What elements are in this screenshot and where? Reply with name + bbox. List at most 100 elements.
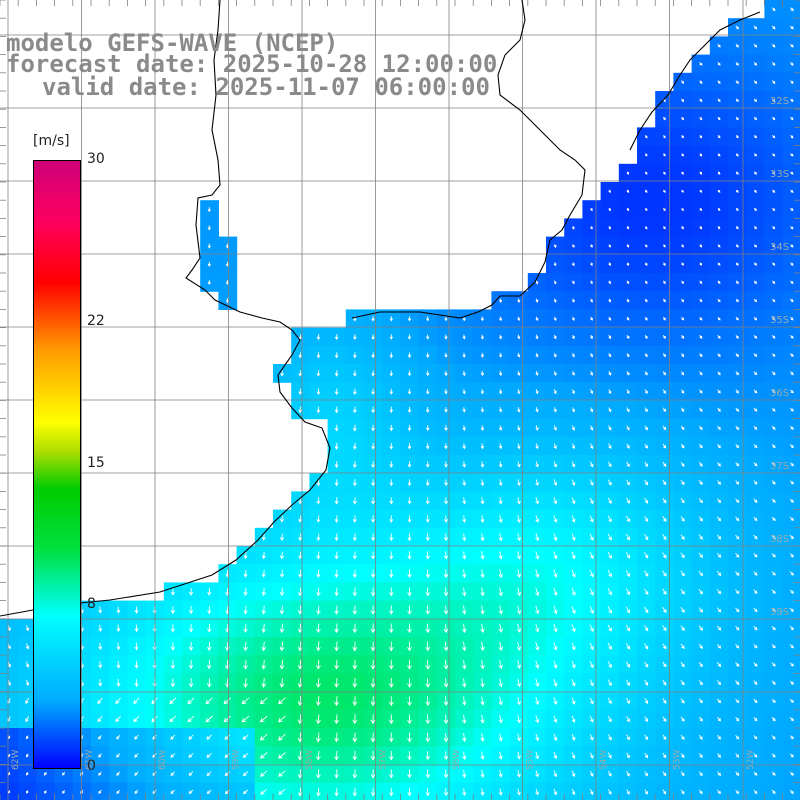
wind-arrow	[425, 497, 430, 505]
wind-arrow	[371, 442, 375, 450]
wind-arrow	[753, 625, 758, 631]
wind-speed-cell	[782, 746, 800, 765]
wind-arrow	[316, 515, 321, 523]
wind-arrow	[699, 226, 703, 230]
wind-arrow	[498, 407, 503, 413]
wind-arrow	[716, 607, 722, 613]
wind-arrow	[553, 660, 558, 669]
wind-arrow	[553, 425, 557, 431]
wind-arrow	[735, 244, 739, 248]
wind-arrow	[443, 696, 449, 706]
wind-arrow	[608, 280, 612, 285]
wind-arrow	[735, 153, 739, 157]
wind-arrow	[699, 298, 703, 303]
wind-arrow	[425, 751, 430, 761]
wind-arrow	[753, 171, 757, 175]
wind-arrow	[771, 644, 776, 649]
wind-arrow	[480, 425, 485, 431]
wind-arrow	[681, 244, 684, 248]
wind-arrow	[443, 751, 449, 761]
wind-speed-cell	[782, 418, 800, 438]
wind-arrow	[607, 569, 612, 578]
wind-arrow	[663, 226, 666, 230]
wind-arrow	[790, 280, 794, 285]
wind-arrow	[735, 262, 739, 266]
wind-arrow	[772, 171, 776, 175]
wind-arrow	[407, 352, 412, 359]
wind-arrow	[407, 388, 412, 395]
wind-arrow	[134, 771, 139, 776]
wind-arrow	[444, 388, 448, 395]
wind-arrow	[772, 189, 776, 193]
wind-arrow	[516, 497, 521, 505]
wind-arrow	[535, 316, 539, 322]
wind-arrow	[25, 679, 30, 687]
wind-arrow	[625, 624, 631, 632]
wind-arrow	[352, 551, 357, 560]
wind-arrow	[663, 244, 666, 248]
wind-arrow	[334, 732, 340, 743]
wind-arrow	[644, 153, 648, 157]
wind-arrow	[517, 443, 521, 450]
forecast-date: forecast date: 2025-10-28 12:00:00	[6, 50, 498, 78]
wind-arrow	[607, 551, 612, 559]
wind-arrow	[259, 697, 268, 705]
wind-speed-cell	[709, 782, 729, 800]
wind-arrow	[188, 624, 194, 633]
wind-arrow	[535, 443, 539, 450]
wind-arrow	[735, 662, 740, 667]
wind-arrow	[388, 751, 394, 761]
wind-arrow	[626, 316, 630, 321]
valid-date: valid date: 2025-11-07 06:00:00	[42, 73, 490, 101]
wind-arrow	[571, 569, 576, 578]
model-title: modelo GEFS-WAVE (NCEP)	[6, 29, 339, 57]
wind-arrow	[735, 389, 739, 394]
wind-arrow	[626, 461, 630, 468]
wind-arrow	[680, 716, 685, 722]
wind-arrow	[571, 334, 575, 340]
wind-arrow	[699, 135, 703, 139]
wind-arrow	[407, 769, 412, 779]
wind-speed-cell	[782, 546, 800, 565]
wind-arrow	[278, 752, 286, 759]
wind-arrow	[535, 515, 540, 523]
wind-arrow	[535, 678, 540, 688]
wind-arrow	[498, 515, 503, 523]
wind-arrow	[444, 407, 448, 413]
wind-arrow	[207, 587, 212, 596]
wind-arrow	[480, 641, 485, 652]
wind-arrow	[352, 787, 358, 797]
wind-arrow	[407, 479, 412, 487]
wind-arrow	[443, 714, 449, 725]
wind-arrow	[662, 625, 667, 632]
wind-arrow	[516, 715, 522, 724]
wind-speed-cell	[782, 473, 800, 492]
wind-arrow	[553, 788, 558, 796]
wind-arrow	[243, 641, 248, 652]
wind-arrow	[98, 789, 102, 794]
wind-arrow	[771, 61, 776, 66]
wind-arrow	[170, 606, 175, 615]
wind-arrow	[681, 262, 684, 266]
wind-arrow	[116, 660, 121, 669]
wind-arrow	[134, 734, 139, 740]
wind-arrow	[771, 498, 776, 503]
wind-arrow	[716, 589, 722, 595]
wind-arrow	[698, 625, 703, 631]
wind-arrow	[461, 623, 467, 633]
wind-arrow	[717, 716, 721, 722]
wind-arrow	[771, 735, 776, 740]
wind-arrow	[298, 515, 303, 523]
wind-arrow	[717, 389, 721, 394]
wind-arrow	[352, 442, 357, 450]
wind-arrow	[717, 98, 721, 103]
wind-arrow	[535, 533, 540, 542]
wind-arrow	[790, 207, 794, 212]
wind-arrow	[352, 497, 357, 505]
wind-speed-cell	[782, 764, 800, 784]
wind-arrow	[681, 207, 684, 212]
wind-arrow	[735, 353, 739, 358]
wind-arrow	[298, 352, 303, 359]
wind-arrow	[790, 134, 794, 139]
